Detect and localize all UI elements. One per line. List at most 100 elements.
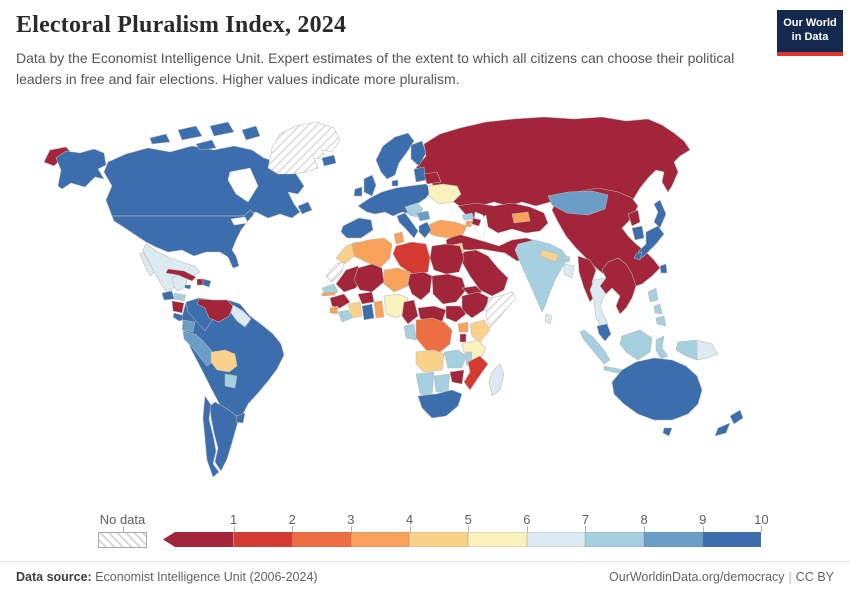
country-mali[interactable] xyxy=(353,263,385,293)
country-jamaica[interactable] xyxy=(184,284,192,290)
country-tunisia[interactable] xyxy=(393,231,405,245)
country-uganda[interactable] xyxy=(457,321,469,333)
country-mexico-baja[interactable] xyxy=(139,251,155,277)
country-haiti[interactable] xyxy=(196,278,204,286)
country-greece[interactable] xyxy=(418,221,432,239)
country-indonesia-sulawesi[interactable] xyxy=(655,335,669,360)
region-scandinavia[interactable] xyxy=(375,132,415,180)
country-belarus[interactable] xyxy=(423,171,442,185)
country-united-kingdom[interactable] xyxy=(363,174,377,197)
country-georgia[interactable] xyxy=(461,212,475,221)
country-south-korea[interactable] xyxy=(631,225,645,241)
country-bangladesh[interactable] xyxy=(563,263,575,279)
country-nepal[interactable] xyxy=(539,249,559,263)
country-ivory-coast[interactable] xyxy=(347,301,363,319)
country-kyrgyzstan[interactable] xyxy=(511,211,531,224)
legend-segment-6[interactable] xyxy=(468,532,527,547)
country-japan-hokkaido[interactable] xyxy=(653,199,667,229)
country-liberia[interactable] xyxy=(337,309,353,323)
country-libya[interactable] xyxy=(392,241,431,275)
country-sierra-leone[interactable] xyxy=(329,305,339,315)
country-azerbaijan[interactable] xyxy=(471,217,482,227)
country-zambia[interactable] xyxy=(443,349,467,369)
country-botswana[interactable] xyxy=(433,373,451,393)
country-nicaragua[interactable] xyxy=(171,300,185,314)
country-venezuela[interactable] xyxy=(196,298,234,323)
legend-segment-10[interactable] xyxy=(702,532,762,547)
credit-link[interactable]: OurWorldinData.org/democracy xyxy=(609,570,785,584)
country-cuba[interactable] xyxy=(165,268,197,282)
country-indonesia-sumatra[interactable] xyxy=(579,329,611,365)
country-somalia[interactable] xyxy=(485,291,517,329)
region-togo-benin[interactable] xyxy=(373,300,385,319)
country-finland[interactable] xyxy=(410,140,427,167)
region-serbia-bulgaria[interactable] xyxy=(416,210,431,222)
country-dominican-republic[interactable] xyxy=(202,278,212,288)
country-mozambique[interactable] xyxy=(463,355,489,391)
country-ghana[interactable] xyxy=(361,303,375,321)
legend-segment-9[interactable] xyxy=(643,532,703,547)
country-ukraine[interactable] xyxy=(427,183,462,205)
country-paraguay[interactable] xyxy=(224,373,238,389)
legend-segment-1[interactable] xyxy=(163,532,234,547)
region-rwanda-burundi[interactable] xyxy=(459,333,467,343)
country-chad[interactable] xyxy=(407,271,433,301)
legend-segment-8[interactable] xyxy=(585,532,644,547)
country-philippines-visayas[interactable] xyxy=(653,303,663,315)
country-greenland[interactable] xyxy=(267,121,341,175)
country-cameroon[interactable] xyxy=(401,299,419,325)
country-guinea[interactable] xyxy=(329,293,351,309)
legend-segment-7[interactable] xyxy=(526,532,586,547)
country-italy[interactable] xyxy=(396,212,419,239)
country-mongolia[interactable] xyxy=(547,190,609,216)
country-south-sudan[interactable] xyxy=(445,305,467,323)
country-australia[interactable] xyxy=(611,357,703,421)
country-algeria[interactable] xyxy=(351,237,393,269)
country-western-sahara[interactable] xyxy=(325,261,345,283)
country-bolivia[interactable] xyxy=(210,349,238,373)
country-south-africa[interactable] xyxy=(417,389,463,419)
country-uruguay[interactable] xyxy=(235,412,246,424)
region-gabon-congo[interactable] xyxy=(403,323,417,341)
country-new-zealand-south[interactable] xyxy=(714,422,731,437)
country-north-korea[interactable] xyxy=(627,209,641,227)
country-taiwan[interactable] xyxy=(659,263,668,274)
country-armenia[interactable] xyxy=(465,220,473,228)
country-honduras[interactable] xyxy=(173,292,187,302)
country-usa[interactable] xyxy=(111,209,255,269)
country-angola[interactable] xyxy=(415,349,445,373)
country-chile[interactable] xyxy=(202,395,220,478)
country-ecuador[interactable] xyxy=(181,319,196,333)
country-namibia[interactable] xyxy=(415,371,435,397)
country-turkey[interactable] xyxy=(425,219,468,239)
legend-color-bar[interactable] xyxy=(163,532,762,547)
country-sudan[interactable] xyxy=(431,273,467,305)
legend-segment-5[interactable] xyxy=(409,532,469,547)
legend-color-scale[interactable]: 1 2 3 4 5 6 7 8 9 10 xyxy=(163,512,769,550)
country-canada-newfoundland[interactable] xyxy=(297,201,313,215)
country-gambia[interactable] xyxy=(321,291,336,297)
legend-segment-2[interactable] xyxy=(233,532,293,547)
region-iberia[interactable] xyxy=(340,217,374,239)
country-philippines-luzon[interactable] xyxy=(647,287,659,303)
country-indonesia-kalimantan[interactable] xyxy=(619,329,653,361)
country-canada-island[interactable] xyxy=(195,139,217,151)
country-sri-lanka[interactable] xyxy=(544,313,553,325)
country-usa-alaska[interactable] xyxy=(55,148,107,190)
country-denmark[interactable] xyxy=(391,179,399,187)
country-japan-kyushu[interactable] xyxy=(633,251,643,261)
country-australia-tasmania[interactable] xyxy=(662,427,673,437)
country-zimbabwe[interactable] xyxy=(449,369,465,385)
country-indonesia-papua[interactable] xyxy=(675,339,698,361)
owid-logo[interactable]: Our World in Data xyxy=(777,10,843,56)
country-canada-island[interactable] xyxy=(177,125,203,141)
legend-segment-4[interactable] xyxy=(350,532,410,547)
country-niger[interactable] xyxy=(383,267,411,293)
country-malaysia[interactable] xyxy=(596,323,612,342)
country-japan-honshu[interactable] xyxy=(637,225,665,259)
country-canada-island[interactable] xyxy=(241,125,261,141)
country-canada-island[interactable] xyxy=(149,133,171,145)
country-kenya[interactable] xyxy=(469,319,491,343)
no-data-swatch[interactable] xyxy=(98,532,147,548)
country-egypt[interactable] xyxy=(429,243,465,275)
